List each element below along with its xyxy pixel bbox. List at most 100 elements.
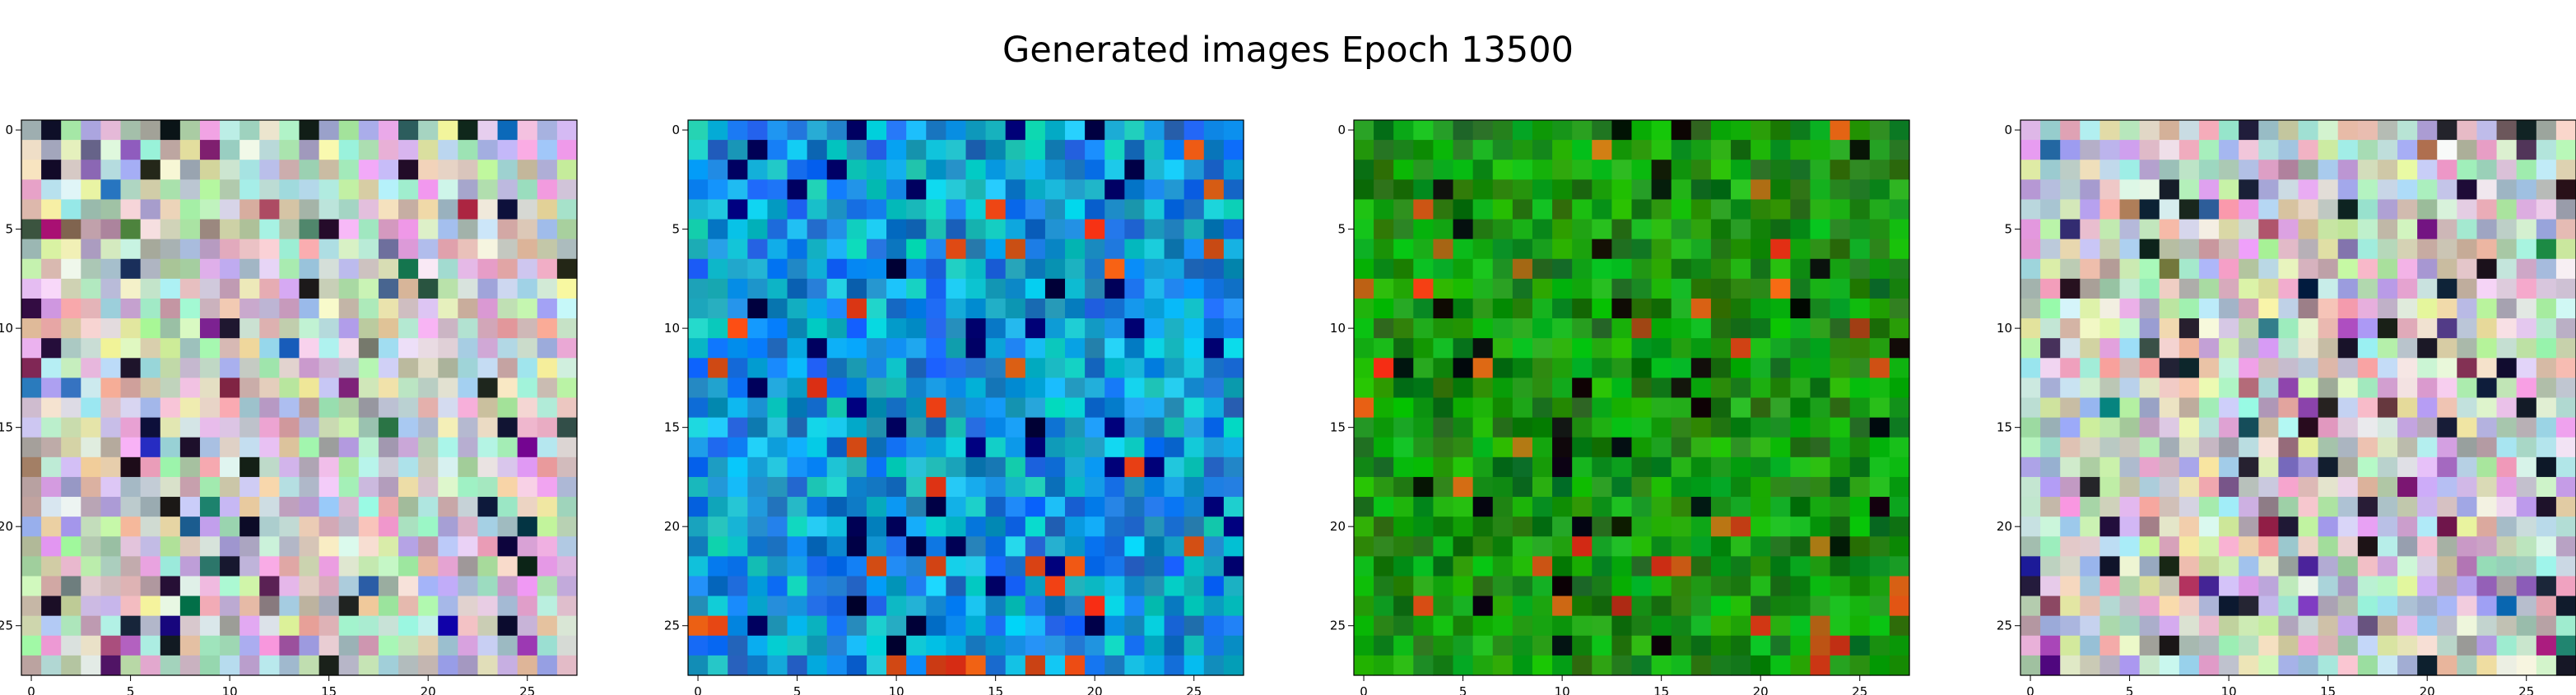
axes-frame: [2020, 119, 2576, 676]
pixel-cell: [1731, 417, 1751, 438]
pixel-cell: [1631, 397, 1653, 419]
pixel-cell: [2139, 358, 2160, 378]
pixel-cell: [497, 556, 518, 577]
pixel-cell: [1124, 318, 1146, 339]
pixel-cell: [946, 497, 967, 517]
pixel-cell: [965, 378, 987, 399]
pixel-cell: [826, 517, 848, 537]
pixel-cell: [1552, 595, 1573, 617]
pixel-cell: [259, 219, 280, 240]
pixel-cell: [2178, 517, 2200, 537]
pixel-cell: [497, 160, 518, 180]
pixel-cell: [728, 576, 748, 597]
pixel-cell: [2060, 219, 2081, 240]
pixel-cell: [239, 318, 260, 339]
pixel-cell: [906, 239, 927, 260]
pixel-cell: [41, 655, 62, 676]
pixel-cell: [2119, 338, 2141, 359]
pixel-cell: [41, 437, 62, 458]
pixel-cell: [1572, 318, 1593, 339]
pixel-cell: [477, 160, 499, 180]
pixel-cell: [458, 437, 479, 458]
pixel-cell: [1731, 160, 1751, 180]
pixel-cell: [1393, 338, 1414, 359]
pixel-cell: [926, 476, 946, 498]
pixel-cell: [826, 278, 848, 299]
pixel-cell: [2060, 199, 2081, 220]
pixel-cell: [1104, 397, 1125, 419]
pixel-cell: [1751, 595, 1771, 617]
pixel-cell: [1433, 417, 1454, 438]
pixel-cell: [319, 655, 340, 676]
pixel-cell: [688, 517, 709, 537]
pixel-cell: [1065, 358, 1086, 378]
pixel-cell: [2496, 655, 2518, 676]
pixel-cell: [418, 556, 439, 577]
pixel-cell: [1413, 338, 1434, 359]
pixel-cell: [120, 378, 142, 399]
pixel-cell: [1025, 497, 1046, 517]
pixel-cell: [517, 576, 538, 597]
pixel-cell: [2040, 298, 2061, 319]
pixel-cell: [220, 239, 240, 260]
pixel-cell: [1164, 140, 1185, 160]
pixel-cell: [2337, 497, 2359, 517]
pixel-cell: [1631, 239, 1653, 260]
pixel-cell: [2278, 655, 2299, 676]
pixel-cell: [140, 517, 161, 537]
pixel-cell: [1512, 278, 1533, 299]
pixel-cell: [2139, 179, 2160, 201]
pixel-cell: [1433, 397, 1454, 419]
pixel-cell: [378, 556, 399, 577]
pixel-cell: [1790, 278, 1811, 299]
pixel-cell: [100, 655, 122, 676]
pixel-cell: [1433, 378, 1454, 399]
pixel-cell: [2397, 476, 2418, 498]
pixel-cell: [2020, 517, 2041, 537]
pixel-cell: [299, 199, 320, 220]
pixel-cell: [1830, 556, 1851, 577]
pixel-cell: [1044, 397, 1066, 419]
pixel-cell: [239, 536, 260, 557]
pixel-cell: [537, 397, 558, 419]
pixel-cell: [259, 536, 280, 557]
pixel-cell: [807, 160, 828, 180]
pixel-cell: [2457, 536, 2478, 557]
pixel-cell: [965, 655, 987, 676]
pixel-cell: [418, 655, 439, 676]
pixel-cell: [338, 358, 360, 378]
pixel-cell: [2119, 497, 2141, 517]
pixel-cell: [2040, 635, 2061, 656]
pixel-cell: [319, 258, 340, 280]
pixel-cell: [497, 497, 518, 517]
pixel-cell: [2139, 437, 2160, 458]
y-tick-label: 5: [5, 222, 13, 237]
pixel-cell: [2159, 655, 2180, 676]
pixel-cell: [787, 219, 808, 240]
pixel-cell: [378, 417, 399, 438]
pixel-cell: [1492, 318, 1514, 339]
pixel-cell: [688, 219, 709, 240]
pixel-cell: [2278, 219, 2299, 240]
pixel-cell: [1433, 258, 1454, 280]
pixel-cell: [708, 120, 728, 141]
pixel-cell: [2219, 615, 2239, 637]
pixel-cell: [1592, 179, 1612, 201]
pixel-cell: [100, 378, 122, 399]
pixel-cell: [946, 536, 967, 557]
pixel-cell: [497, 278, 518, 299]
pixel-cell: [100, 219, 122, 240]
pixel-cell: [1164, 655, 1185, 676]
pixel-cell: [1889, 298, 1910, 319]
pixel-cell: [906, 338, 927, 359]
pixel-cell: [1472, 635, 1494, 656]
pixel-cell: [2258, 556, 2279, 577]
pixel-cell: [846, 615, 867, 637]
pixel-cell: [1869, 239, 1890, 260]
pixel-cell: [1203, 456, 1225, 478]
pixel-cell: [2239, 517, 2259, 537]
pixel-cell: [1433, 476, 1454, 498]
pixel-cell: [2258, 160, 2279, 180]
pixel-cell: [1830, 278, 1851, 299]
pixel-cell: [1710, 318, 1732, 339]
